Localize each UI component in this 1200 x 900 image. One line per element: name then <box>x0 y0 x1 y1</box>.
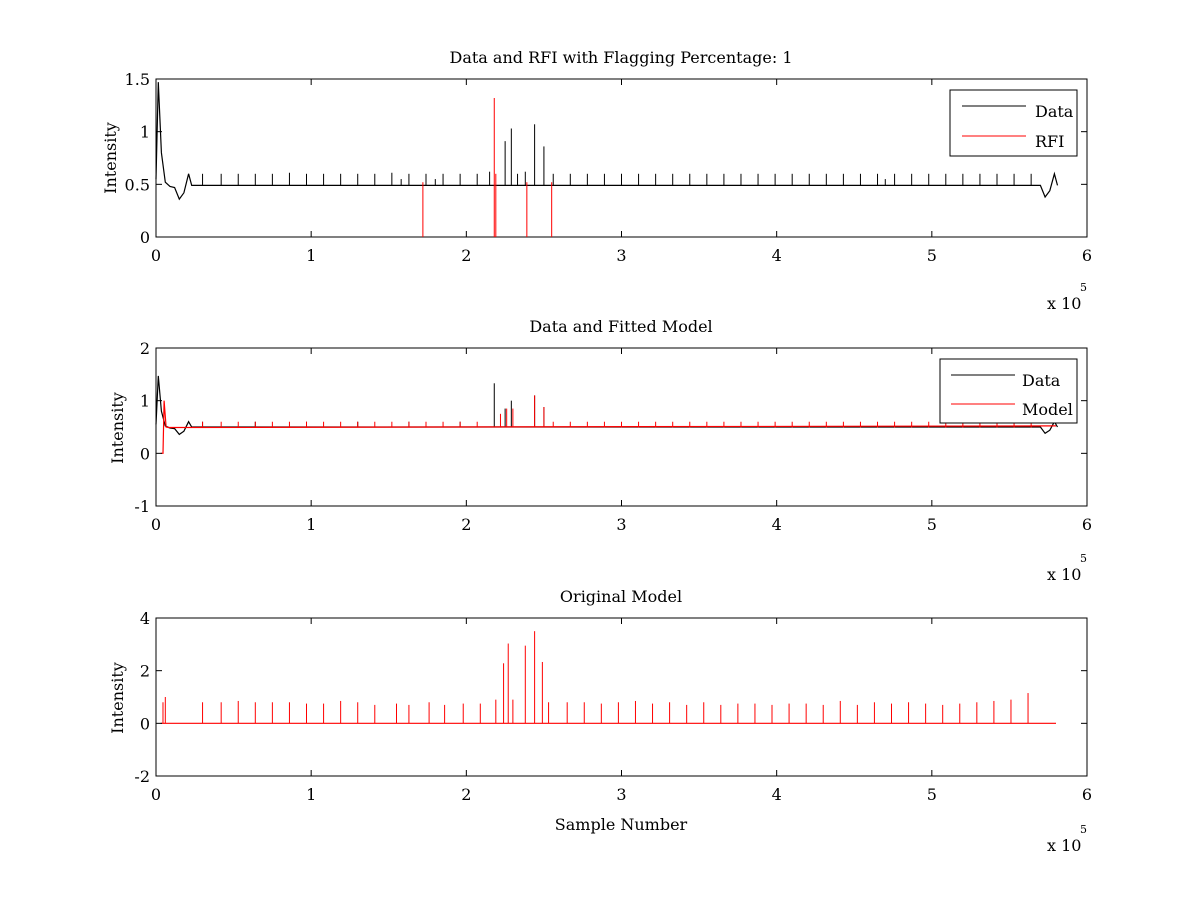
subplot-1-xtick-label: 6 <box>1082 246 1092 265</box>
subplot-2-ytick-label: 0 <box>140 444 150 463</box>
subplot-2-legend-label-data: Data <box>1022 371 1061 390</box>
subplot-2-xtick-label: 0 <box>151 515 161 534</box>
subplot-2-xtick-label: 5 <box>927 515 937 534</box>
subplot-1-legend-box <box>949 89 1078 157</box>
subplot-1-xtick-label: 0 <box>151 246 161 265</box>
subplot-2-x-multiplier: x 10 <box>1047 565 1081 584</box>
subplot-1-data-line <box>155 82 1059 201</box>
subplot-3-xtick-label: 0 <box>151 785 161 804</box>
subplot-2-ytick-label: 2 <box>140 339 150 358</box>
subplot-2-legend-box <box>939 358 1078 424</box>
subplot-1-title: Data and RFI with Flagging Percentage: 1 <box>449 48 792 67</box>
subplot-3-ytick-label: 2 <box>140 662 150 681</box>
subplot-1-xtick-label: 3 <box>616 246 626 265</box>
subplot-2-xtick-label: 2 <box>461 515 471 534</box>
subplot-1-legend-label-data: Data <box>1035 102 1074 121</box>
subplot-3-series-model <box>160 631 1056 724</box>
subplot-3-xtick-label: 2 <box>461 785 471 804</box>
subplot-3-xtick-label: 5 <box>927 785 937 804</box>
subplot-2-xtick-label: 1 <box>306 515 316 534</box>
subplot-3-x-multiplier-exponent: 5 <box>1080 823 1087 836</box>
subplot-3-xlabel: Sample Number <box>555 815 688 834</box>
subplot-3-ytick-label: -2 <box>134 767 150 786</box>
subplot-1-legend: Data RFI <box>949 89 1078 157</box>
subplot-2-ylabel: Intensity <box>108 392 127 464</box>
subplot-1-ytick-label: 1 <box>140 123 150 142</box>
subplot-1-xtick-label: 4 <box>772 246 782 265</box>
subplot-2-series-model <box>160 395 1057 454</box>
subplot-1-xtick-label: 5 <box>927 246 937 265</box>
subplot-2-ytick-label: 1 <box>140 392 150 411</box>
subplot-3-xtick-label: 6 <box>1082 785 1092 804</box>
subplot-2-legend-label-model: Model <box>1022 400 1073 419</box>
subplot-1-series-data <box>155 82 1059 201</box>
subplot-3-ylabel: Intensity <box>108 662 127 734</box>
subplot-3-x-multiplier: x 10 <box>1047 836 1081 855</box>
subplot-1-x-multiplier-exponent: 5 <box>1080 281 1087 294</box>
subplot-2-xtick-label: 4 <box>772 515 782 534</box>
subplot-1-x-multiplier: x 10 <box>1047 294 1081 313</box>
subplot-2-data-line <box>155 375 1059 436</box>
subplot-1-series-rfi <box>422 97 553 237</box>
subplot-3-xtick-label: 4 <box>772 785 782 804</box>
subplot-2-legend: Data Model <box>939 358 1078 424</box>
subplot-3-title: Original Model <box>560 587 682 606</box>
subplot-3-ytick-label: 4 <box>140 609 150 628</box>
subplot-1-xtick-label: 2 <box>461 246 471 265</box>
subplot-1-ytick-label: 1.5 <box>125 70 150 89</box>
subplot-2-xtick-label: 6 <box>1082 515 1092 534</box>
subplot-1-ticks: 0 1 2 3 4 5 6 0 0.5 1 1.5 <box>125 70 1093 265</box>
subplot-1-ytick-label: 0 <box>140 228 150 247</box>
subplot-2-x-multiplier-exponent: 5 <box>1080 552 1087 565</box>
subplot-1: Data and RFI with Flagging Percentage: 1… <box>101 48 1092 313</box>
subplot-3-xtick-label: 3 <box>616 785 626 804</box>
subplot-2-model-line <box>160 400 1057 454</box>
subplot-3-ytick-label: 0 <box>140 714 150 733</box>
subplot-2-title: Data and Fitted Model <box>529 317 712 336</box>
subplot-2-xtick-label: 3 <box>616 515 626 534</box>
subplot-1-ytick-label: 0.5 <box>125 175 150 194</box>
subplot-1-legend-label-rfi: RFI <box>1035 132 1064 151</box>
subplot-3-xtick-label: 1 <box>306 785 316 804</box>
subplot-1-ylabel: Intensity <box>101 122 120 194</box>
subplot-2-ytick-label: -1 <box>134 497 150 516</box>
subplot-1-xtick-label: 1 <box>306 246 316 265</box>
